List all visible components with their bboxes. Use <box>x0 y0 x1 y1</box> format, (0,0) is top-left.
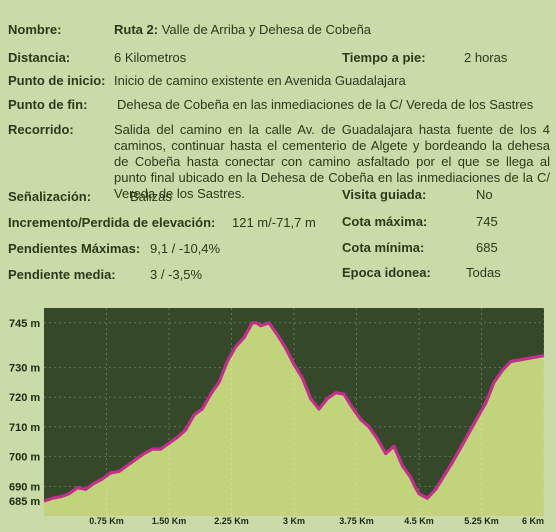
y-tick-label: 700 m <box>9 452 40 464</box>
fin-value: Dehesa de Cobeña en las inmediaciones de… <box>117 97 534 112</box>
inicio-label: Punto de inicio: <box>8 73 106 88</box>
y-tick-label: 745 m <box>9 318 40 330</box>
pend-max-label: Pendientes Máximas: <box>8 241 141 256</box>
x-tick-label: 5.25 Km <box>464 516 499 526</box>
pend-media-value: 3 / -3,5% <box>150 267 203 282</box>
elevation-profile-line <box>43 321 545 503</box>
inicio-value: Inicio de camino existente en Avenida Gu… <box>114 73 406 88</box>
x-tick-label: 3 Km <box>283 516 305 526</box>
x-tick-label: 2.25 Km <box>214 516 249 526</box>
route-info-panel: Nombre: Ruta 2: Valle de Arriba y Dehesa… <box>8 22 550 282</box>
x-axis-labels: 0.75 Km 1.50 Km 2.25 Km 3 Km 3.75 Km 4.5 Km 5.… <box>89 516 544 526</box>
route-name: Valle de Arriba y Dehesa de Cobeña <box>161 22 372 37</box>
visita-value: No <box>476 187 493 202</box>
nombre-value: Ruta 2: Valle de Arriba y Dehesa de Cobe… <box>114 22 371 38</box>
x-tick-label: 4.5 Km <box>404 516 434 526</box>
y-tick-label: 730 m <box>9 362 40 374</box>
elevation-area <box>44 322 544 516</box>
x-tick-label: 6 Km <box>522 516 544 526</box>
x-tick-label: 0.75 Km <box>89 516 124 526</box>
fin-label: Punto de fin: <box>8 97 88 112</box>
tiempo-value: 2 horas <box>464 50 508 65</box>
nombre-label: Nombre: <box>8 22 62 37</box>
cota-max-label: Cota máxima: <box>342 214 428 229</box>
distancia-value: 6 Kilometros <box>114 50 187 65</box>
x-tick-label: 3.75 Km <box>339 516 374 526</box>
incremento-value: 121 m/-71,7 m <box>232 215 316 230</box>
pend-max-value: 9,1 / -10,4% <box>150 241 221 256</box>
visita-label: Visita guiada: <box>342 187 427 202</box>
incremento-label: Incremento/Perdida de elevación: <box>8 215 216 230</box>
cota-min-label: Cota mínima: <box>342 240 425 255</box>
epoca-label: Epoca idonea: <box>342 265 431 280</box>
distancia-label: Distancia: <box>8 50 71 65</box>
y-axis-labels: 745 m 730 m 720 m 710 m 700 m 690 m 685 m <box>9 318 40 508</box>
y-tick-label: 690 m <box>9 481 40 493</box>
route-number: Ruta 2: <box>114 22 159 37</box>
epoca-value: Todas <box>466 265 501 280</box>
senal-label: Señalización: <box>8 189 92 204</box>
y-tick-label: 710 m <box>9 422 40 434</box>
pend-media-label: Pendiente media: <box>8 267 116 282</box>
elevation-profile-chart: 745 m 730 m 720 m 710 m 700 m 690 m 685 m 0.75… <box>9 308 545 526</box>
recorrido-label: Recorrido: <box>8 122 74 137</box>
x-tick-label: 1.50 Km <box>152 516 187 526</box>
y-tick-label: 720 m <box>9 392 40 404</box>
y-tick-label: 685 m <box>9 496 40 508</box>
tiempo-label: Tiempo a pie: <box>342 50 426 65</box>
cota-max-value: 745 <box>476 214 498 229</box>
cota-min-value: 685 <box>476 240 498 255</box>
recorrido-value: Salida del camino en la calle Av. de Gua… <box>114 122 550 201</box>
senal-value: Balizas <box>130 189 172 204</box>
